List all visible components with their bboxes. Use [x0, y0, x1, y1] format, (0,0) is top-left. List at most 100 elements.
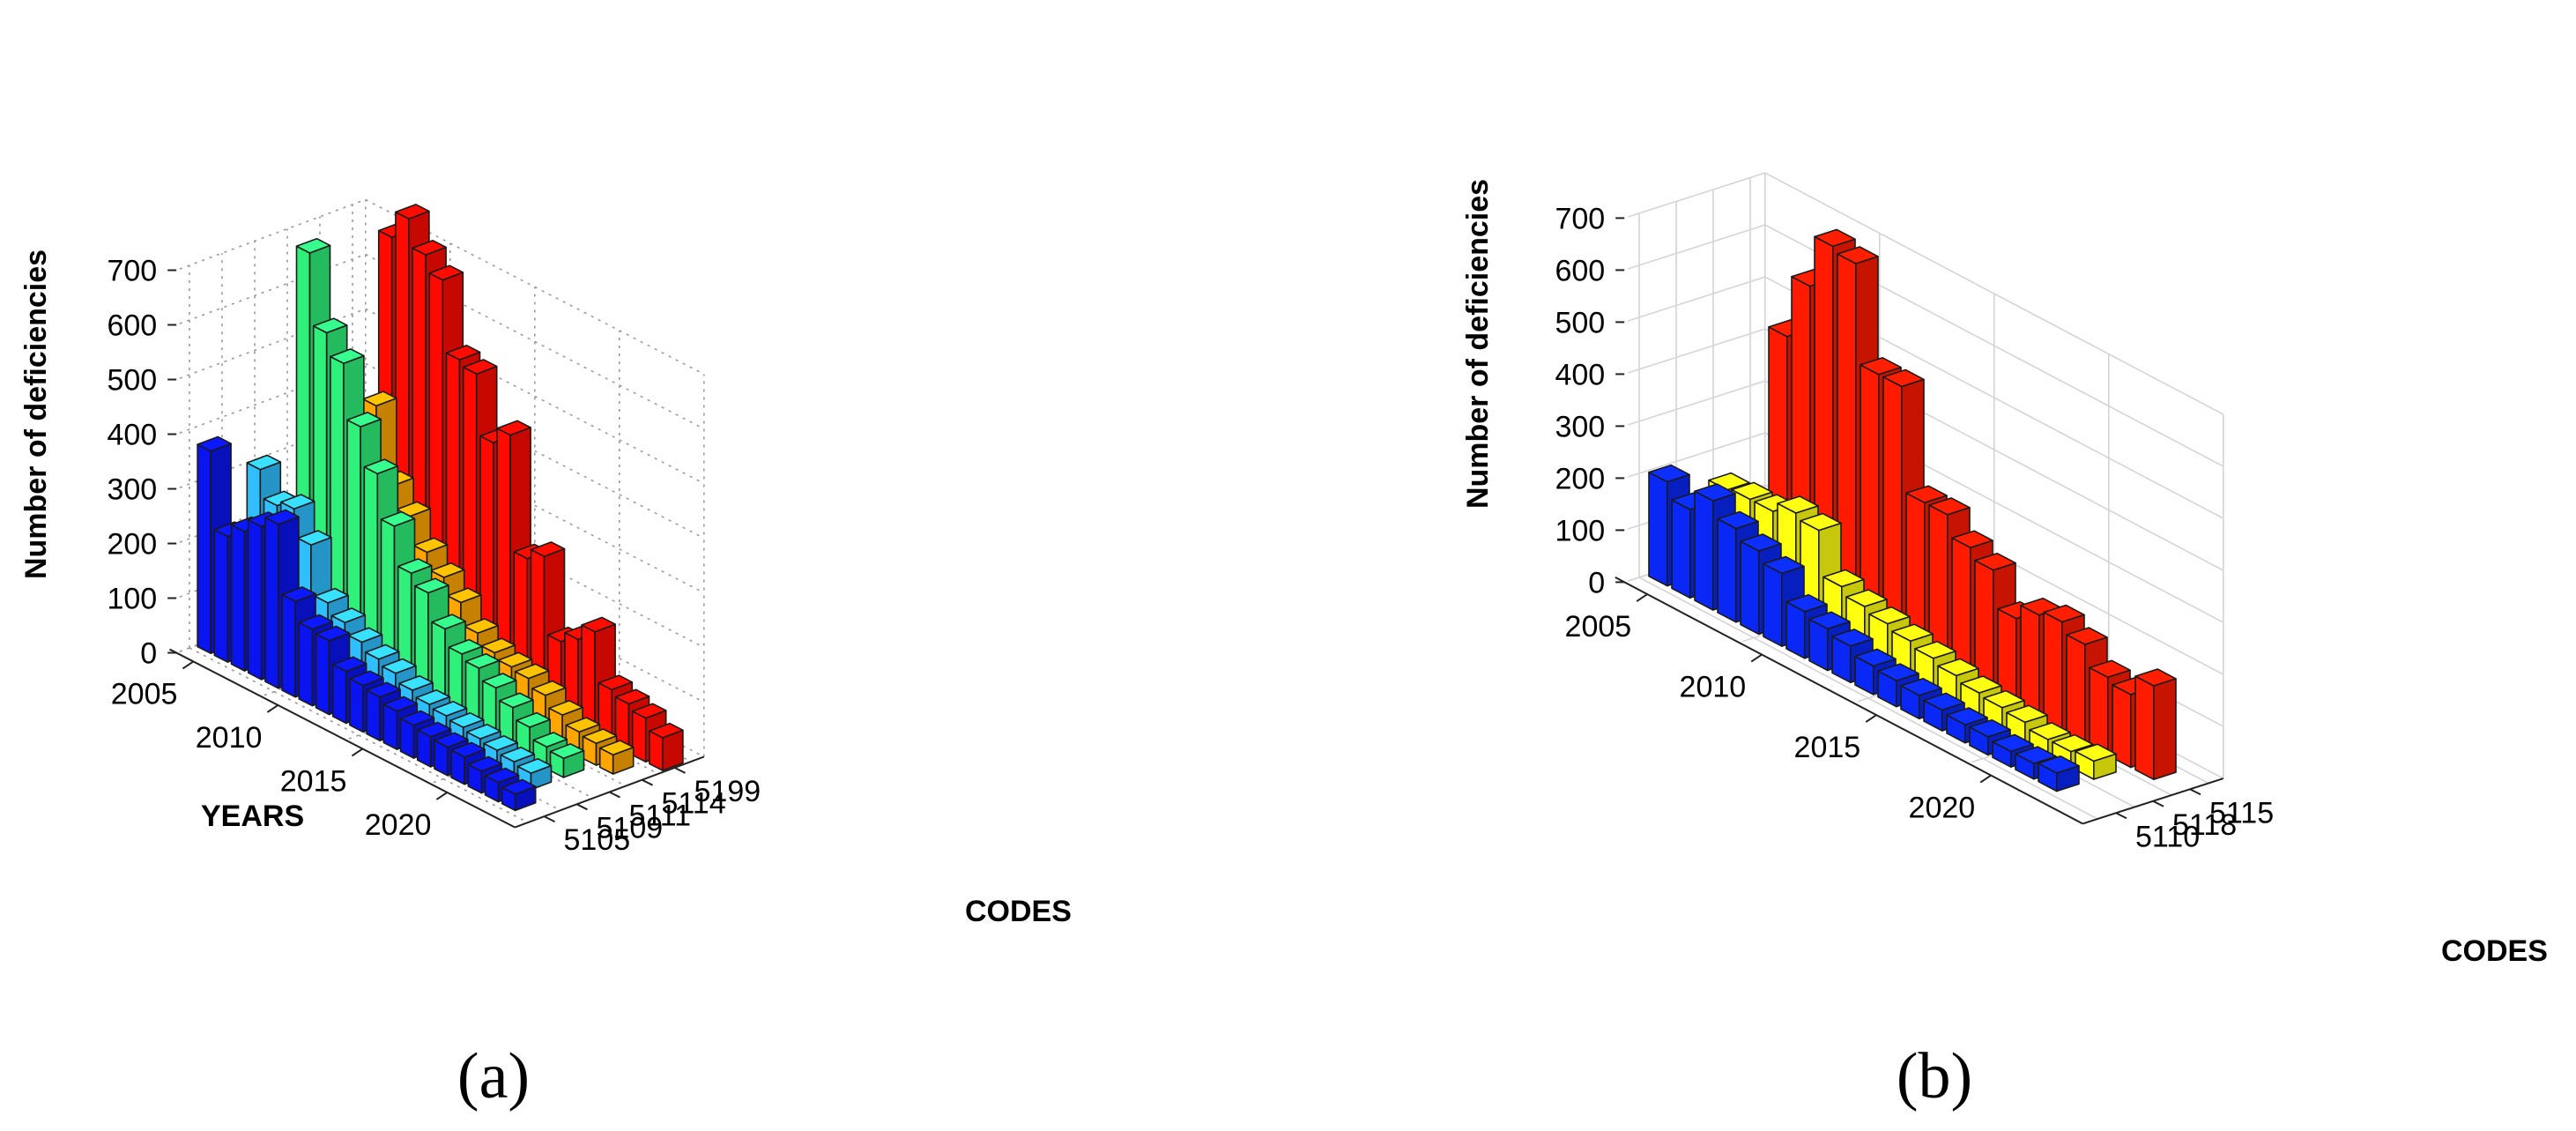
bar-top-face [1763, 555, 1805, 575]
code-tick-mark [576, 803, 588, 811]
bar-top-face [2038, 755, 2080, 774]
bar-top-face [548, 699, 583, 716]
bar-top-face [499, 692, 534, 709]
bar-front-face [213, 528, 229, 663]
bar-top-face [449, 711, 485, 728]
bar-top-face [1831, 629, 1874, 647]
bar-front-face [264, 517, 279, 689]
code-tick-mark [609, 791, 620, 799]
bar-top-face [1900, 677, 1942, 696]
bar-top-face [530, 541, 566, 558]
bar-top-face [532, 732, 568, 748]
bar-top-face [500, 746, 536, 763]
bar-top-face [362, 391, 397, 407]
panel-a-year-tick-labels: 2005 2010 2015 2020 [111, 677, 432, 842]
year-tick-mark [351, 748, 363, 757]
year-tick-mark [182, 660, 194, 670]
bar-front-face [1671, 499, 1691, 599]
bar-top-face [1951, 530, 1993, 549]
year-tick-mark [1979, 774, 1992, 784]
bar-5115-2022 [2134, 668, 2177, 781]
bar-top-face [1937, 658, 1979, 677]
years-axis-line [169, 648, 516, 829]
panel-a-y-axis-title: Number of deficiencies [19, 249, 53, 579]
bar-top-face [445, 344, 481, 361]
bar-top-face [380, 510, 416, 527]
bar-top-face [1946, 707, 1988, 725]
bar-top-face [366, 681, 401, 698]
gridline [179, 308, 367, 379]
panel-a-codes-title: CODES [965, 895, 1072, 928]
panel-a-bars [197, 204, 684, 812]
bar-top-face [2015, 746, 2057, 764]
bar-top-face [497, 651, 533, 668]
bar-top-face [516, 757, 553, 774]
bar-top-face [1785, 593, 1828, 613]
panel-b-codes-title: CODES [2441, 934, 2548, 968]
bar-top-face [1808, 611, 1851, 630]
bar-front-face [281, 593, 296, 698]
bar-front-face [230, 524, 246, 672]
code-tick-mark [674, 767, 686, 774]
bar-top-face [395, 204, 430, 220]
bar-front-face [366, 689, 381, 742]
z-tick-label: 700 [107, 255, 157, 288]
bar-top-face [399, 710, 435, 726]
bar-front-face [349, 678, 364, 733]
bar-front-face [2043, 611, 2063, 733]
bar-top-face [1983, 689, 2025, 709]
bar-top-face [514, 663, 550, 680]
bar-top-face [565, 717, 601, 733]
bar-top-face [246, 454, 282, 471]
bar-top-face [467, 755, 503, 772]
year-tick-mark [1636, 593, 1648, 602]
bar-top-face [614, 688, 650, 705]
year-tick-label: 2020 [365, 808, 432, 842]
bar-top-face [1694, 483, 1736, 502]
bar-top-face [382, 658, 417, 674]
year-tick-label: 2010 [1680, 671, 1747, 704]
bar-top-face [1891, 623, 1934, 643]
panel-a-z-tick-labels: 0 100 200 300 400 500 600 700 [107, 255, 157, 671]
gridline [1638, 577, 2098, 820]
bar-top-face [598, 740, 635, 756]
z-tick-label: 100 [1555, 514, 1605, 547]
z-tick-label: 600 [1555, 254, 1605, 287]
bar-top-face [450, 741, 486, 758]
bar-top-face [448, 638, 484, 655]
bar-top-face [2066, 627, 2108, 645]
bar-top-face [2089, 659, 2131, 679]
bar-top-face [382, 696, 419, 712]
bar-top-face [264, 509, 300, 525]
bar-top-face [1882, 368, 1925, 388]
bar-top-face [434, 732, 469, 748]
bar-top-face [1823, 569, 1865, 588]
bar-top-face [2052, 733, 2094, 753]
bar-top-face [431, 614, 466, 630]
bar-side-face [2153, 678, 2177, 781]
gridline [179, 198, 367, 270]
bar-top-face [1860, 356, 1902, 376]
year-tick-mark [266, 704, 278, 713]
code-tick-mark [2115, 812, 2127, 820]
panel-b-z-tick-labels: 0 100 200 300 400 500 600 700 [1555, 202, 1605, 599]
bar-top-face [279, 494, 316, 510]
bar-top-face [464, 652, 501, 669]
bar-top-face [349, 670, 384, 687]
bar-top-face [1845, 589, 1888, 607]
code-tick-mark [642, 778, 653, 786]
bar-top-face [412, 537, 449, 554]
gridline [1628, 432, 1766, 478]
code-tick-mark [2152, 800, 2164, 807]
bar-top-face [531, 680, 567, 696]
bar-top-face [414, 577, 449, 594]
gridline [179, 253, 367, 324]
bar-top-face [1777, 495, 1819, 514]
code-tick-label: 5199 [694, 775, 761, 808]
bar-top-face [516, 711, 551, 728]
bar-top-face [314, 587, 349, 604]
bar-top-face [428, 264, 464, 281]
bar-top-face [2075, 743, 2117, 763]
